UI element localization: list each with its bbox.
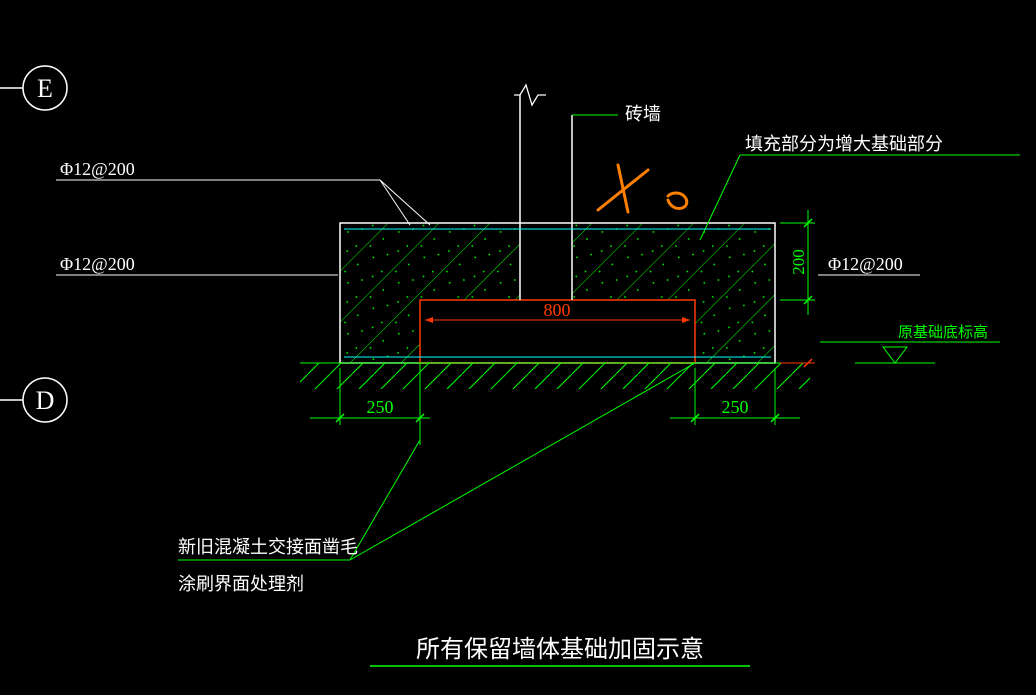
dim-800: 800 [544,300,571,320]
concrete-fill [340,223,775,363]
leader-rebar-left: Φ12@200 [56,254,338,275]
dim-height-200: 200 [780,210,815,315]
dim-right-250-text: 250 [722,397,749,417]
hand-marks [598,165,687,212]
leader-interface-note: 新旧混凝土交接面凿毛 涂刷界面处理剂 [178,363,695,594]
interface-note1-text: 新旧混凝土交接面凿毛 [178,537,358,557]
brick-wall-text: 砖墙 [625,104,661,124]
ground-hatch [300,363,810,389]
leader-rebar-top: Φ12@200 [56,159,430,225]
dim-200-text: 200 [789,249,808,275]
leader-brick-wall: 砖墙 [572,104,661,124]
cad-drawing: E D 800 250 250 200 Φ12@200 Φ12@200 Φ12@… [0,0,1036,695]
rebar-right-text: Φ12@200 [828,254,903,274]
break-symbol [514,85,546,105]
drawing-svg: E D 800 250 250 200 Φ12@200 Φ12@200 Φ12@… [0,0,1036,695]
drawing-title: 所有保留墙体基础加固示意 [416,636,704,663]
interface-note2-text: 涂刷界面处理剂 [178,574,304,594]
leader-rebar-right: Φ12@200 [818,254,920,275]
rebar-top-text: Φ12@200 [60,159,135,179]
grid-d-label: D [36,386,55,415]
leader-orig-base: 原基础底标高 [820,324,1000,363]
dim-inner-800: 800 [425,300,690,323]
rebar-left-text: Φ12@200 [60,254,135,274]
grid-e-label: E [37,74,53,103]
fill-note-text: 填充部分为增大基础部分 [745,134,943,154]
grid-bubble-d: D [0,378,67,422]
grid-bubble-e: E [0,66,67,110]
dim-left-250-text: 250 [367,397,394,417]
orig-base-text: 原基础底标高 [898,324,988,341]
